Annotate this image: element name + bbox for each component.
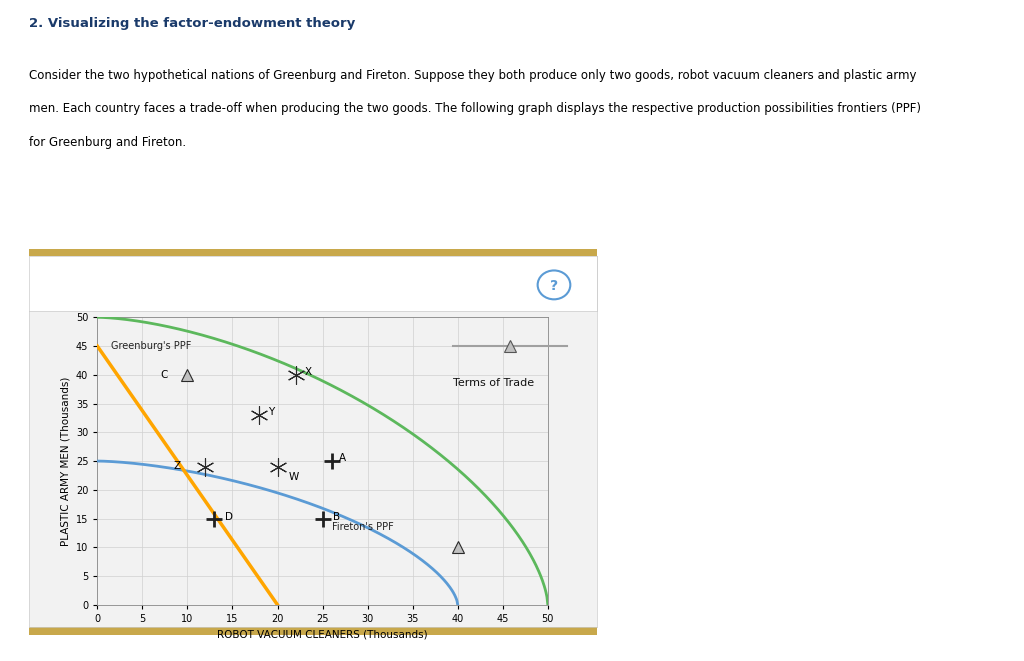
Text: men. Each country faces a trade-off when producing the two goods. The following : men. Each country faces a trade-off when… bbox=[29, 102, 921, 116]
Text: B: B bbox=[334, 512, 341, 522]
Text: A: A bbox=[339, 453, 346, 463]
Y-axis label: PLASTIC ARMY MEN (Thousands): PLASTIC ARMY MEN (Thousands) bbox=[60, 376, 71, 546]
Text: ?: ? bbox=[550, 278, 558, 293]
Text: Consider the two hypothetical nations of Greenburg and Fireton. Suppose they bot: Consider the two hypothetical nations of… bbox=[29, 69, 916, 83]
Text: D: D bbox=[225, 512, 233, 522]
Text: Fireton's PPF: Fireton's PPF bbox=[332, 522, 393, 532]
Text: X: X bbox=[304, 367, 311, 377]
X-axis label: ROBOT VACUUM CLEANERS (Thousands): ROBOT VACUUM CLEANERS (Thousands) bbox=[217, 629, 428, 639]
Text: Terms of Trade: Terms of Trade bbox=[453, 378, 534, 389]
Text: C: C bbox=[161, 369, 168, 379]
Text: Greenburg's PPF: Greenburg's PPF bbox=[111, 341, 191, 351]
Text: Y: Y bbox=[268, 407, 274, 417]
Text: Z: Z bbox=[174, 461, 181, 471]
Text: W: W bbox=[289, 472, 299, 482]
Text: 2. Visualizing the factor-endowment theory: 2. Visualizing the factor-endowment theo… bbox=[29, 17, 355, 30]
Text: for Greenburg and Fireton.: for Greenburg and Fireton. bbox=[29, 136, 185, 149]
